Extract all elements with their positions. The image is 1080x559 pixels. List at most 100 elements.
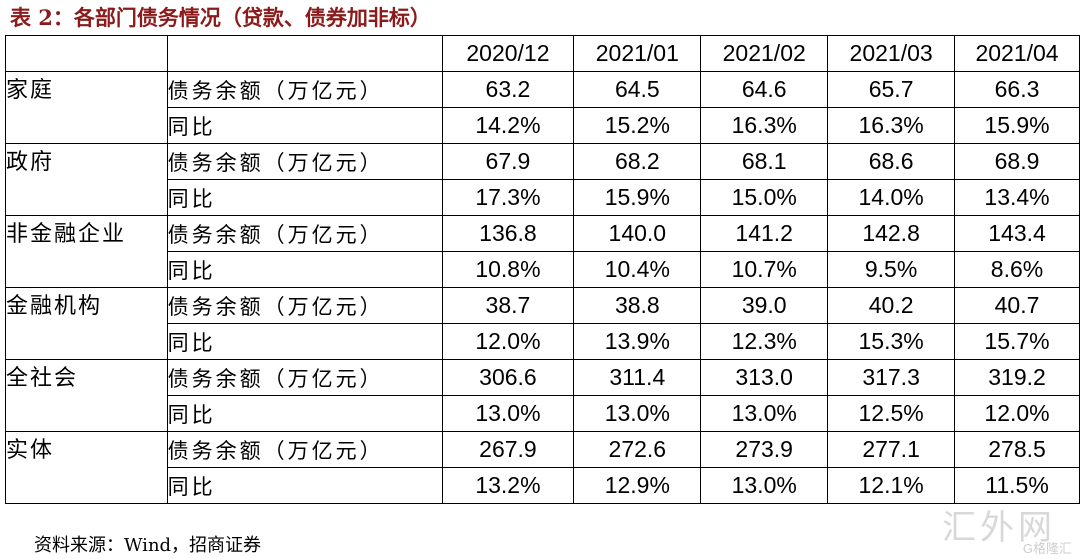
value-cell: 63.2 <box>441 71 575 108</box>
table-row: 政府 债务余额（万亿元） 67.9 68.2 68.1 68.6 68.9 <box>5 143 1080 216</box>
value-cell: 12.1% <box>827 467 956 504</box>
table-row: 同比 10.8% 10.4% 10.7% 9.5% 8.6% <box>6 251 1080 288</box>
table-body: 家庭 债务余额（万亿元） 63.2 64.5 64.6 65.7 66.3 同比 14.2% 15… <box>5 71 1080 504</box>
metric-cell: 同比 <box>166 395 443 432</box>
debt-table: 2020/12 2021/01 2021/02 2021/03 2021/04 … <box>5 35 1080 504</box>
value-cell: 40.2 <box>827 287 956 324</box>
value-cell: 64.5 <box>573 71 702 108</box>
header-cell <box>5 35 168 72</box>
value-cell: 68.6 <box>827 143 956 180</box>
metric-cell: 债务余额（万亿元） <box>166 287 443 324</box>
value-cell: 15.9% <box>954 107 1080 144</box>
metric-cell: 债务余额（万亿元） <box>166 71 443 108</box>
value-cell: 39.0 <box>700 287 829 324</box>
metric-cell: 同比 <box>166 179 443 216</box>
table-row: 同比 14.2% 15.2% 16.3% 16.3% 15.9% <box>6 107 1080 144</box>
value-cell: 38.7 <box>441 287 575 324</box>
value-cell: 13.0% <box>441 395 575 432</box>
category-cell: 政府 <box>5 143 168 216</box>
category-cell: 非金融企业 <box>5 215 168 288</box>
table-row: 同比 13.2% 12.9% 13.0% 12.1% 11.5% <box>6 467 1080 504</box>
watermark: 汇外网 <box>942 508 1056 548</box>
metric-cell: 债务余额（万亿元） <box>166 143 443 180</box>
category-cell: 实体 <box>5 431 168 504</box>
table-row: 全社会 债务余额（万亿元） 306.6 311.4 313.0 317.3 319.2 <box>5 359 1080 432</box>
metric-cell: 债务余额（万亿元） <box>166 215 443 252</box>
table-row: 家庭 债务余额（万亿元） 63.2 64.5 64.6 65.7 66.3 <box>5 71 1080 144</box>
value-cell: 16.3% <box>827 107 956 144</box>
value-cell: 65.7 <box>827 71 956 108</box>
value-cell: 14.2% <box>441 107 575 144</box>
value-cell: 141.2 <box>700 215 829 252</box>
value-cell: 317.3 <box>827 359 956 396</box>
value-cell: 40.7 <box>954 287 1080 324</box>
table-row: 同比 17.3% 15.9% 15.0% 14.0% 13.4% <box>6 179 1080 216</box>
value-cell: 9.5% <box>827 251 956 288</box>
header-cell: 2020/12 <box>441 35 575 72</box>
category-cell: 全社会 <box>5 359 168 432</box>
table-header-row: 2020/12 2021/01 2021/02 2021/03 2021/04 <box>5 35 1080 72</box>
value-cell: 14.0% <box>827 179 956 216</box>
value-cell: 15.2% <box>573 107 702 144</box>
value-cell: 311.4 <box>573 359 702 396</box>
value-cell: 143.4 <box>954 215 1080 252</box>
table-row: 金融机构 债务余额（万亿元） 38.7 38.8 39.0 40.2 40.7 <box>5 287 1080 360</box>
value-cell: 68.1 <box>700 143 829 180</box>
metric-cell: 同比 <box>166 467 443 504</box>
value-cell: 10.4% <box>573 251 702 288</box>
value-cell: 13.4% <box>954 179 1080 216</box>
value-cell: 68.2 <box>573 143 702 180</box>
value-cell: 272.6 <box>573 431 702 468</box>
value-cell: 12.0% <box>954 395 1080 432</box>
table-row: 非金融企业 债务余额（万亿元） 136.8 140.0 141.2 142.8 143.4 <box>5 215 1080 288</box>
value-cell: 64.6 <box>700 71 829 108</box>
value-cell: 13.0% <box>700 467 829 504</box>
value-cell: 15.3% <box>827 323 956 360</box>
metric-cell: 债务余额（万亿元） <box>166 359 443 396</box>
table-row: 实体 债务余额（万亿元） 267.9 272.6 273.9 277.1 278.5 <box>5 431 1080 504</box>
value-cell: 11.5% <box>954 467 1080 504</box>
header-cell: 2021/02 <box>700 35 829 72</box>
metric-cell: 债务余额（万亿元） <box>166 431 443 468</box>
value-cell: 16.3% <box>700 107 829 144</box>
value-cell: 273.9 <box>700 431 829 468</box>
header-cell <box>166 35 443 72</box>
value-cell: 13.2% <box>441 467 575 504</box>
value-cell: 277.1 <box>827 431 956 468</box>
metric-cell: 同比 <box>166 107 443 144</box>
value-cell: 8.6% <box>954 251 1080 288</box>
source-note: 资料来源：Wind，招商证券 <box>34 535 262 556</box>
value-cell: 278.5 <box>954 431 1080 468</box>
value-cell: 68.9 <box>954 143 1080 180</box>
value-cell: 136.8 <box>441 215 575 252</box>
watermark-logo: G格隆汇 <box>1022 541 1072 556</box>
value-cell: 66.3 <box>954 71 1080 108</box>
table-row: 同比 13.0% 13.0% 13.0% 12.5% 12.0% <box>6 395 1080 432</box>
value-cell: 267.9 <box>441 431 575 468</box>
table-row: 同比 12.0% 13.9% 12.3% 15.3% 15.7% <box>6 323 1080 360</box>
value-cell: 10.8% <box>441 251 575 288</box>
category-cell: 金融机构 <box>5 287 168 360</box>
value-cell: 67.9 <box>441 143 575 180</box>
value-cell: 140.0 <box>573 215 702 252</box>
value-cell: 306.6 <box>441 359 575 396</box>
value-cell: 15.0% <box>700 179 829 216</box>
value-cell: 13.9% <box>573 323 702 360</box>
value-cell: 10.7% <box>700 251 829 288</box>
header-cell: 2021/01 <box>573 35 702 72</box>
metric-cell: 同比 <box>166 251 443 288</box>
value-cell: 313.0 <box>700 359 829 396</box>
value-cell: 319.2 <box>954 359 1080 396</box>
value-cell: 12.9% <box>573 467 702 504</box>
value-cell: 15.7% <box>954 323 1080 360</box>
header-cell: 2021/04 <box>954 35 1080 72</box>
value-cell: 15.9% <box>573 179 702 216</box>
value-cell: 13.0% <box>700 395 829 432</box>
value-cell: 12.0% <box>441 323 575 360</box>
header-cell: 2021/03 <box>827 35 956 72</box>
category-cell: 家庭 <box>5 71 168 144</box>
table-title: 表 2：各部门债务情况（贷款、债券加非标） <box>10 5 431 30</box>
value-cell: 13.0% <box>573 395 702 432</box>
value-cell: 17.3% <box>441 179 575 216</box>
value-cell: 12.5% <box>827 395 956 432</box>
